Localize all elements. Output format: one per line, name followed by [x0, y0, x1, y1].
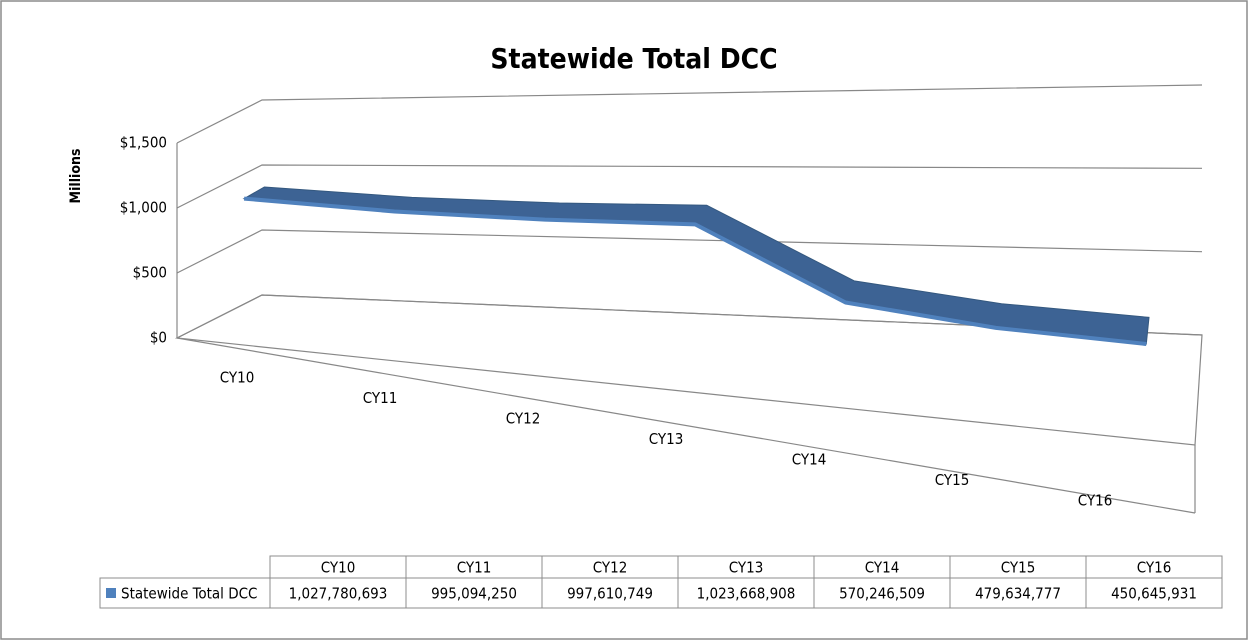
y-tick-label: $0	[150, 329, 167, 347]
table-value: 997,610,749	[567, 585, 653, 603]
floor-edge	[176, 337, 1196, 514]
x-tick-label: CY13	[649, 430, 684, 448]
table-value: 570,246,509	[839, 585, 925, 603]
x-tick-label: CY14	[792, 451, 827, 469]
grid-line	[176, 84, 1203, 144]
table-header: CY11	[457, 559, 492, 577]
y-tick-label: $1,000	[120, 199, 167, 217]
legend-swatch	[106, 588, 116, 598]
chart-title: Statewide Total DCC	[490, 42, 777, 75]
y-tick-label: $1,500	[120, 134, 167, 152]
grid-line	[176, 229, 1203, 274]
y-tick-label: $500	[133, 264, 167, 282]
table-value: 450,645,931	[1111, 585, 1197, 603]
table-header: CY10	[321, 559, 356, 577]
x-tick-label: CY15	[935, 471, 970, 489]
x-tick-label: CY16	[1078, 492, 1113, 510]
table-header: CY13	[729, 559, 764, 577]
series-line	[243, 196, 1147, 347]
table-header: CY14	[865, 559, 900, 577]
y-axis-label: Millions	[68, 149, 84, 204]
legend-label: Statewide Total DCC	[121, 585, 257, 603]
table-header: CY16	[1137, 559, 1172, 577]
table-header: CY15	[1001, 559, 1036, 577]
table-value: 1,027,780,693	[289, 585, 388, 603]
table-data-row	[99, 577, 1223, 609]
table-value: 1,023,668,908	[697, 585, 796, 603]
x-tick-label: CY10	[220, 369, 255, 387]
table-value: 995,094,250	[431, 585, 517, 603]
table-header: CY12	[593, 559, 628, 577]
grid-line	[176, 294, 1203, 339]
x-tick-label: CY12	[506, 410, 541, 428]
grid-line	[176, 164, 1203, 209]
table-value: 479,634,777	[975, 585, 1061, 603]
x-tick-label: CY11	[363, 389, 398, 407]
